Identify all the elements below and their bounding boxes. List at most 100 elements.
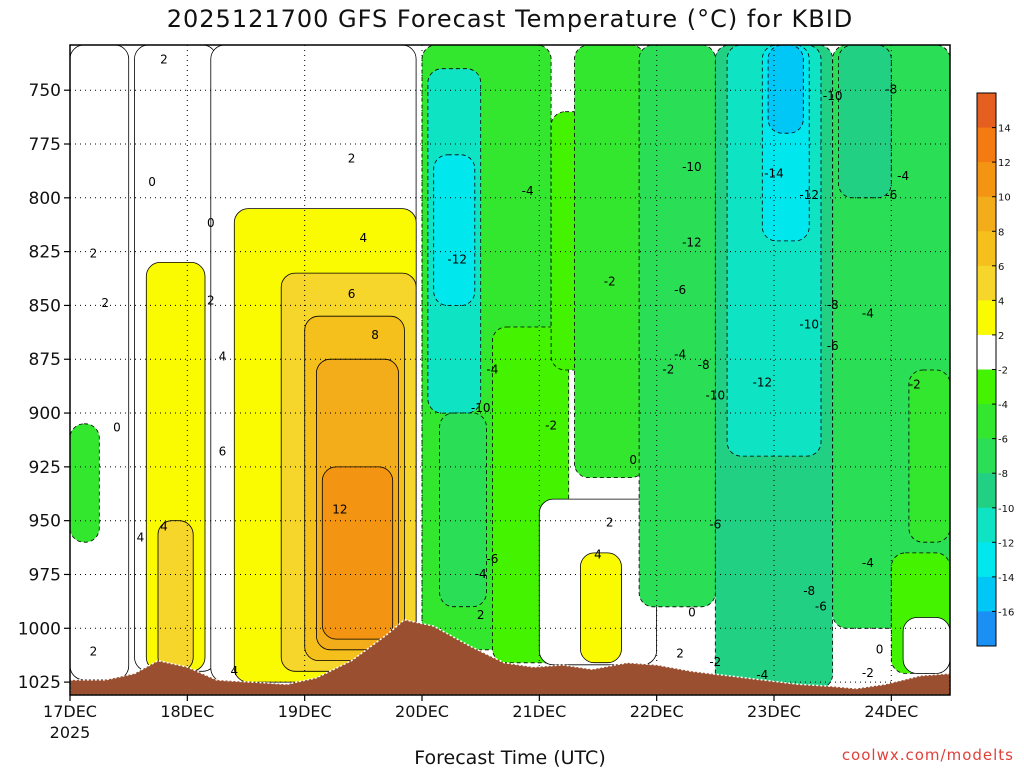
y-tick-label: 775: [29, 135, 61, 155]
colorbar-label: -10: [998, 504, 1014, 515]
contour-label: -6: [815, 599, 827, 613]
colorbar-label: -4: [998, 400, 1008, 411]
contour-label: -14: [764, 167, 784, 181]
y-tick-label: 750: [29, 81, 61, 101]
contour-label: -4: [522, 184, 534, 198]
x-tick-label: 22DEC: [630, 702, 684, 721]
contour-label: -12: [752, 375, 772, 389]
contour-label: -6: [709, 518, 721, 532]
temperature-region: [767, 45, 804, 134]
colorbar-swatch: [977, 611, 996, 647]
credit-link[interactable]: coolwx.com/modelts: [842, 746, 1014, 764]
colorbar-swatch: [977, 162, 996, 198]
contour-label: 0: [629, 453, 637, 467]
x-tick-label: 17DEC: [43, 702, 97, 721]
contour-label: -2: [604, 274, 616, 288]
y-tick-label: 825: [29, 243, 61, 263]
colorbar-swatch: [977, 369, 996, 405]
chart-title: 2025121700 GFS Forecast Temperature (°C)…: [167, 5, 854, 33]
contour-label: -2: [662, 363, 674, 377]
colorbar-label: -14: [998, 573, 1014, 584]
colorbar-swatch: [977, 438, 996, 474]
contour-label: 4: [219, 350, 227, 364]
x-tick-label: 24DEC: [864, 702, 918, 721]
contour-label: -12: [682, 236, 702, 250]
y-tick-label: 800: [29, 189, 61, 209]
x-axis-year: 2025: [50, 723, 91, 742]
contour-label: 0: [148, 175, 156, 189]
contour-label: 4: [137, 530, 145, 544]
contour-label: -6: [885, 188, 897, 202]
contour-label: 2: [606, 515, 614, 529]
plot-frame: [69, 44, 951, 696]
y-tick-label: 900: [29, 404, 61, 424]
contour-label: -8: [698, 358, 710, 372]
contour-label: 2: [90, 645, 98, 659]
colorbar-swatch: [977, 231, 996, 267]
x-tick-label: 20DEC: [395, 702, 449, 721]
contour-label: 2: [207, 294, 215, 308]
colorbar-swatch: [977, 265, 996, 301]
contour-label: -10: [682, 160, 702, 174]
temperature-region: [433, 154, 476, 306]
colorbar-swatch: [977, 404, 996, 440]
y-tick-label: 975: [29, 566, 61, 586]
x-tick-label: 23DEC: [747, 702, 801, 721]
contour-label: -10: [471, 401, 491, 415]
terrain-surface: [70, 618, 950, 695]
temperature-region: [70, 45, 130, 681]
contour-label: -6: [486, 552, 498, 566]
contour-label: -6: [827, 339, 839, 353]
colorbar-swatch: [977, 300, 996, 336]
colorbar-label: -8: [998, 469, 1008, 480]
contour-label: 2: [348, 152, 356, 166]
colorbar-label: -6: [998, 435, 1008, 446]
colorbar-swatch: [977, 334, 996, 370]
y-tick-label: 1000: [18, 619, 61, 639]
contour-label: -4: [862, 307, 874, 321]
temperature-region: [321, 466, 394, 640]
contour-label: -4: [897, 169, 909, 183]
contour-label: -8: [885, 83, 897, 97]
contour-label: 0: [688, 606, 696, 620]
y-tick-label: 1025: [18, 673, 61, 693]
contour-label: -2: [709, 655, 721, 669]
x-axis-title: Forecast Time (UTC): [414, 747, 605, 768]
x-tick-label: 21DEC: [512, 702, 566, 721]
colorbar-label: 10: [998, 193, 1011, 204]
contour-label: 2: [101, 296, 109, 310]
contour-label: -4: [756, 668, 768, 682]
contour-label: -8: [803, 584, 815, 598]
colorbar-swatch: [977, 196, 996, 232]
contour-label: -10: [799, 317, 819, 331]
colorbar-label: -16: [998, 607, 1014, 618]
contour-label: -10: [705, 388, 725, 402]
contour-label: -4: [486, 363, 498, 377]
contour-label: -10: [823, 89, 843, 103]
y-tick-label: 875: [29, 350, 61, 370]
colorbar-label: 4: [998, 296, 1004, 307]
contour-label: -12: [799, 188, 819, 202]
contour-label: -8: [827, 298, 839, 312]
y-tick-label: 850: [29, 296, 61, 316]
temperature-region: [580, 552, 622, 664]
colorbar-label: 6: [998, 262, 1004, 273]
colorbar-label: 12: [998, 158, 1011, 169]
temperature-region: [157, 520, 194, 672]
contour-label: 2: [477, 608, 485, 622]
contour-label: -4: [674, 347, 686, 361]
contour-label: -2: [862, 666, 874, 680]
contour-label: -12: [447, 253, 467, 267]
temperature-region: [838, 45, 892, 199]
contour-label: 0: [113, 421, 121, 435]
contour-label: 4: [160, 520, 168, 534]
contour-label: -2: [545, 419, 557, 433]
contour-label: 12: [332, 502, 347, 516]
contour-label: -4: [475, 567, 487, 581]
contour-label: 4: [230, 664, 238, 678]
contour-label: -2: [909, 378, 921, 392]
x-tick-label: 19DEC: [278, 702, 332, 721]
x-tick-label: 18DEC: [160, 702, 214, 721]
